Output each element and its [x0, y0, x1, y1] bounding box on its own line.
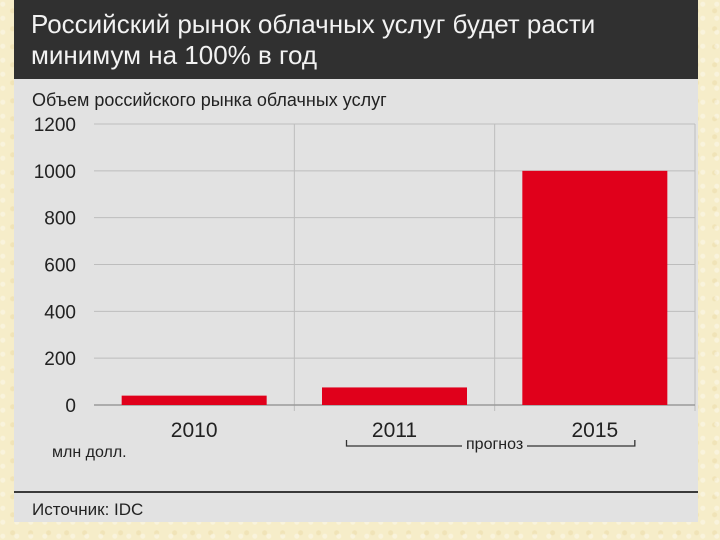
y-tick-label: 800 — [44, 209, 76, 230]
bar-2015 — [522, 170, 668, 405]
y-tick-label: 600 — [44, 256, 76, 277]
source-label: Источник: IDC — [32, 500, 144, 519]
x-tick-label: 2015 — [571, 419, 618, 442]
x-tick-label: 2011 — [372, 419, 417, 442]
chart-panel: Российский рынок облачных услуг будет ра… — [14, 0, 698, 522]
y-tick-label: 200 — [44, 349, 76, 370]
chart-subtitle: Объем российского рынка облачных услуг — [32, 90, 387, 110]
chart-bars — [121, 170, 668, 405]
units-label: млн долл. — [52, 444, 127, 461]
bar-2011 — [322, 387, 467, 405]
y-axis-ticks: 0 200 400 600 800 1000 1200 — [34, 115, 76, 417]
x-tick-label: 2010 — [171, 419, 218, 442]
y-tick-label: 1000 — [34, 162, 76, 183]
header-bar: Российский рынок облачных услуг будет ра… — [14, 0, 698, 79]
y-tick-label: 1200 — [34, 115, 76, 136]
forecast-label: прогноз — [462, 436, 528, 454]
y-tick-label: 400 — [44, 302, 76, 323]
footer-divider — [14, 491, 698, 493]
chart-headline: Российский рынок облачных услуг будет ра… — [31, 9, 596, 70]
bar-2010 — [121, 395, 267, 405]
y-tick-label: 0 — [65, 396, 76, 417]
x-axis-ticks: 2010 2011 2015 — [171, 419, 618, 442]
bar-chart: 0 200 400 600 800 1000 1200 2010 2011 2015 — [34, 115, 696, 447]
